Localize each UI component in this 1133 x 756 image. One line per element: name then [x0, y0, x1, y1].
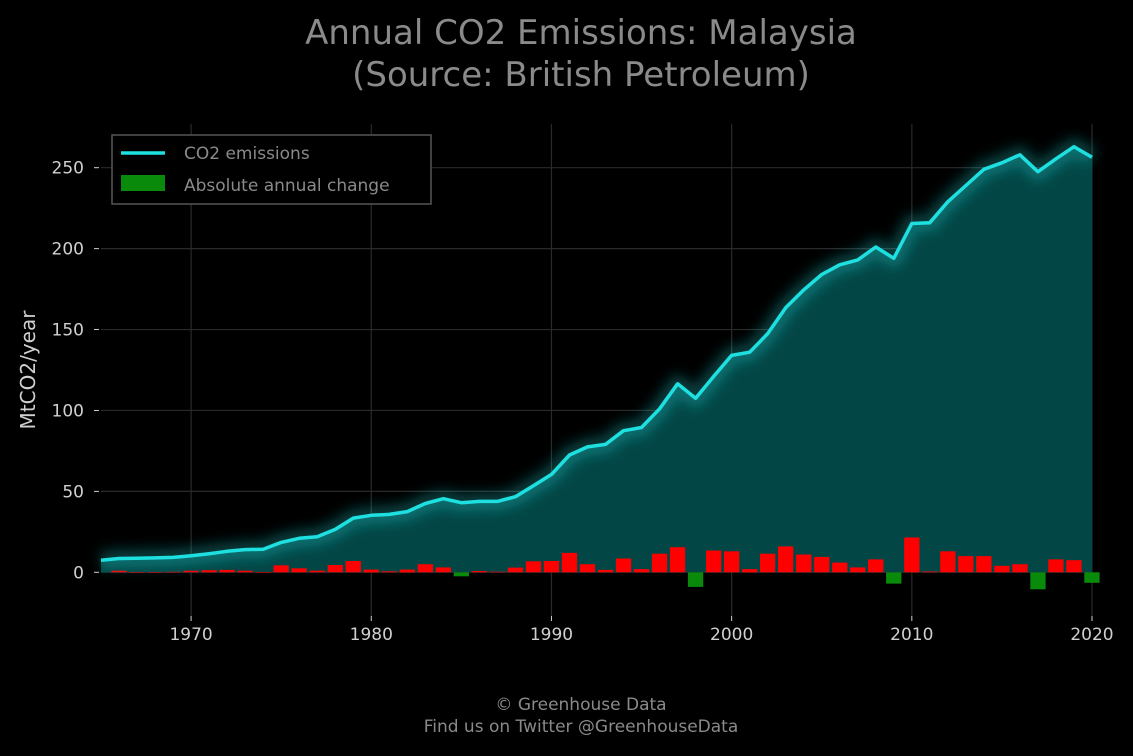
x-tick-label: 1970	[169, 625, 212, 645]
change-bar	[525, 561, 542, 573]
change-bar	[922, 571, 938, 573]
change-bar	[687, 572, 704, 587]
change-bar	[760, 553, 776, 573]
emissions-line	[100, 144, 1093, 562]
y-tick-label: 50	[62, 482, 84, 502]
change-bar	[327, 565, 343, 573]
change-bar	[1048, 559, 1064, 573]
change-bar	[183, 570, 199, 573]
change-bar	[669, 547, 686, 573]
change-bar	[958, 556, 974, 573]
change-bar	[219, 569, 235, 573]
footer-copyright: © Greenhouse Data	[495, 695, 666, 715]
change-bar	[1066, 560, 1082, 573]
x-tick-label: 2020	[1070, 625, 1113, 645]
change-bar	[543, 561, 560, 573]
change-bar	[796, 554, 812, 573]
footer-twitter: Find us on Twitter @GreenhouseData	[424, 717, 739, 737]
legend: CO2 emissions Absolute annual change	[111, 134, 432, 205]
change-bar	[435, 567, 451, 573]
change-bar	[886, 572, 902, 584]
change-bar	[129, 572, 145, 573]
change-bar	[417, 564, 433, 573]
change-bar	[489, 571, 505, 573]
change-bar	[165, 571, 181, 573]
y-tick-label: 100	[52, 401, 84, 421]
change-bar	[615, 558, 632, 573]
y-tick-label: 200	[52, 240, 84, 260]
x-tick-label: 1990	[530, 625, 573, 645]
emissions-area	[101, 146, 1092, 573]
change-bar	[651, 553, 668, 573]
chart-title-line1: Annual CO2 Emissions: Malaysia	[305, 13, 857, 53]
change-bar	[832, 562, 848, 573]
change-bar	[1012, 564, 1028, 573]
x-tick-label: 2010	[890, 625, 933, 645]
change-bar	[363, 569, 379, 573]
chart-title-line2: (Source: British Petroleum)	[352, 55, 810, 95]
legend-frame	[111, 134, 432, 205]
change-bar	[399, 569, 415, 573]
change-bar	[814, 556, 830, 573]
change-bar	[291, 568, 307, 573]
change-bar	[724, 551, 740, 573]
legend-swatch-bar	[121, 175, 165, 191]
x-tick-label: 2000	[710, 625, 753, 645]
change-bar	[994, 565, 1010, 573]
change-bar	[381, 571, 397, 573]
change-bar	[778, 546, 794, 573]
change-bar	[597, 569, 614, 573]
change-bar	[147, 572, 163, 573]
change-bar	[561, 552, 578, 573]
change-bar	[579, 564, 596, 573]
change-bar	[237, 570, 253, 573]
legend-label-change: Absolute annual change	[184, 176, 390, 196]
x-tick-label: 1980	[350, 625, 393, 645]
change-bar	[507, 567, 524, 573]
change-bar	[976, 556, 992, 573]
change-bar	[706, 550, 722, 573]
y-tick-label: 0	[73, 563, 84, 583]
change-bar	[255, 572, 271, 573]
annual-change-bars	[111, 537, 1100, 590]
change-bar	[868, 559, 884, 573]
change-bar	[742, 569, 758, 573]
change-bar	[111, 570, 127, 573]
change-bar	[904, 537, 920, 573]
change-bar	[850, 567, 866, 573]
y-tick-label: 250	[52, 159, 84, 179]
change-bar	[940, 551, 956, 573]
change-bar	[453, 572, 469, 577]
y-tick-label: 150	[52, 321, 84, 341]
change-bar	[1030, 572, 1046, 590]
change-bar	[201, 570, 217, 573]
y-axis-label: MtCO2/year	[16, 310, 40, 430]
emissions-area-fill	[101, 146, 1092, 573]
change-bar	[345, 561, 361, 573]
change-bar	[1084, 572, 1100, 583]
change-bar	[471, 571, 487, 573]
change-bar	[309, 570, 325, 573]
legend-label-emissions: CO2 emissions	[184, 144, 310, 164]
axis-ticks: 0 50 100 150 200 250 1970 1980 1990 2000 2010 2020	[52, 159, 1114, 645]
change-bar	[273, 565, 289, 573]
change-bar	[633, 569, 650, 573]
emissions-line-group	[100, 137, 1097, 570]
